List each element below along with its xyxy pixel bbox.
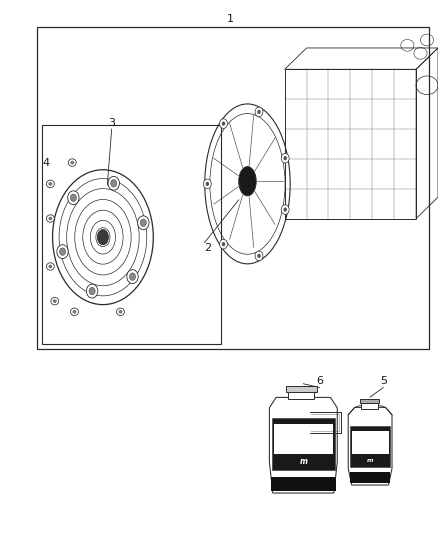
Circle shape <box>89 287 95 295</box>
Circle shape <box>255 107 263 117</box>
Bar <box>352 431 389 454</box>
Text: 2: 2 <box>205 243 212 253</box>
Ellipse shape <box>117 308 124 316</box>
Circle shape <box>138 216 149 230</box>
Ellipse shape <box>70 161 74 164</box>
Circle shape <box>68 191 79 205</box>
Bar <box>286 386 317 392</box>
Ellipse shape <box>118 310 123 313</box>
Bar <box>350 425 390 467</box>
Circle shape <box>140 219 146 227</box>
Bar <box>288 391 314 400</box>
Ellipse shape <box>71 308 78 316</box>
Ellipse shape <box>239 166 256 196</box>
Text: m: m <box>299 457 307 466</box>
Ellipse shape <box>51 297 59 305</box>
Text: 6: 6 <box>316 376 323 386</box>
Circle shape <box>60 248 66 255</box>
Ellipse shape <box>97 230 109 245</box>
Circle shape <box>86 284 98 298</box>
Circle shape <box>127 270 138 284</box>
Circle shape <box>129 273 135 280</box>
Circle shape <box>219 119 227 128</box>
Bar <box>350 472 390 483</box>
Circle shape <box>257 110 261 114</box>
Circle shape <box>281 205 289 214</box>
Ellipse shape <box>46 180 54 188</box>
Circle shape <box>111 180 117 187</box>
Text: 5: 5 <box>380 376 387 386</box>
Ellipse shape <box>68 159 76 166</box>
Ellipse shape <box>46 263 54 270</box>
Circle shape <box>71 194 77 201</box>
Ellipse shape <box>49 265 53 269</box>
Circle shape <box>255 251 263 261</box>
Bar <box>360 399 379 403</box>
Circle shape <box>257 254 261 258</box>
Circle shape <box>108 176 120 190</box>
Circle shape <box>222 242 225 246</box>
Circle shape <box>222 122 225 126</box>
Circle shape <box>57 245 68 259</box>
Polygon shape <box>348 407 392 485</box>
Text: m: m <box>367 458 373 463</box>
Ellipse shape <box>46 215 54 222</box>
Ellipse shape <box>53 300 57 303</box>
Bar <box>272 418 335 470</box>
Ellipse shape <box>73 310 77 313</box>
Bar <box>274 424 333 454</box>
Text: 1: 1 <box>226 14 233 23</box>
Bar <box>42 125 221 344</box>
Bar <box>37 27 429 349</box>
Text: 3: 3 <box>108 118 115 127</box>
Polygon shape <box>269 398 337 493</box>
Circle shape <box>283 207 287 212</box>
Circle shape <box>281 154 289 163</box>
Circle shape <box>219 239 227 249</box>
Ellipse shape <box>49 217 53 221</box>
Ellipse shape <box>49 182 53 186</box>
Circle shape <box>203 179 211 189</box>
Bar <box>361 402 378 409</box>
Bar <box>285 69 416 219</box>
Bar <box>271 477 336 491</box>
Circle shape <box>205 182 209 186</box>
Text: 4: 4 <box>42 158 49 167</box>
Circle shape <box>283 156 287 160</box>
